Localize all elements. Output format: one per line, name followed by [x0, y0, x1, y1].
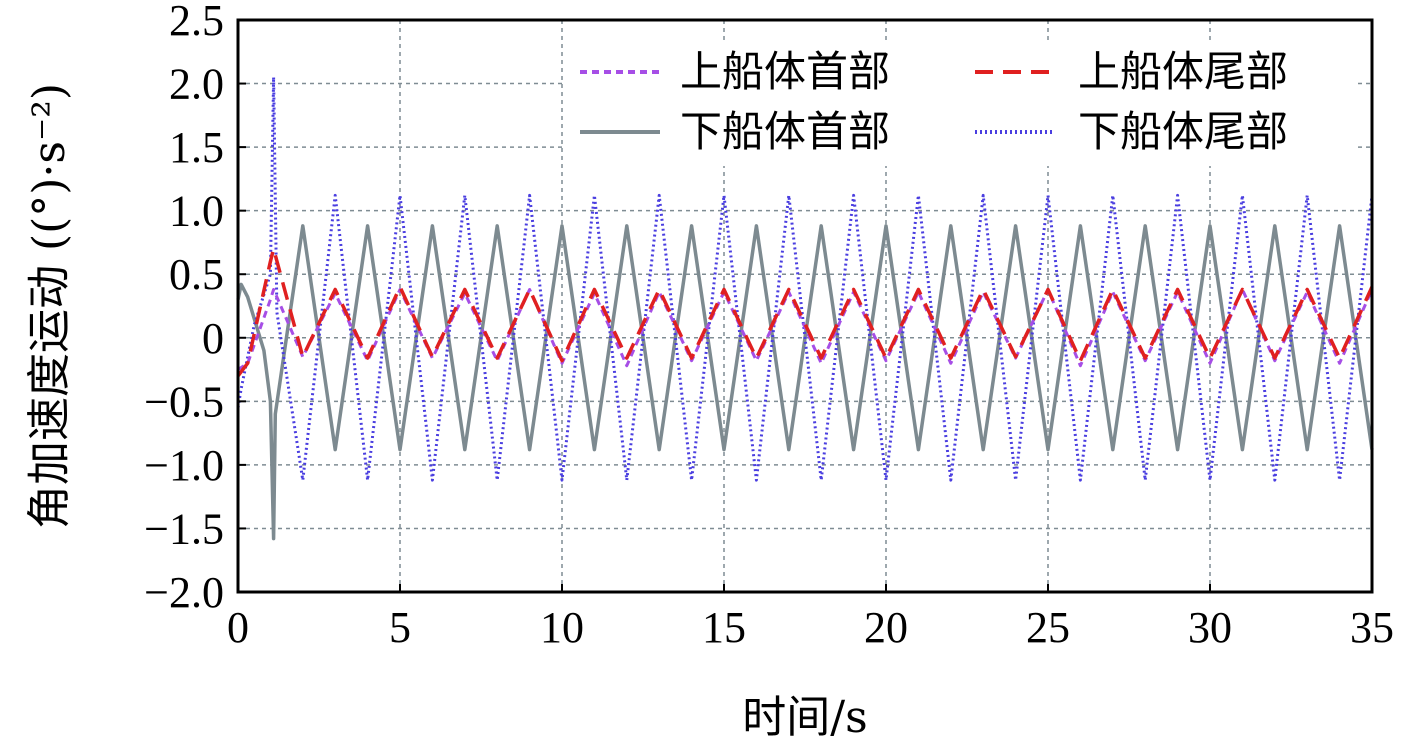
y-tick-label: 1.5 — [169, 123, 224, 172]
y-tick-label: −1.5 — [144, 504, 224, 553]
legend-label-lower-bow: 下船体首部 — [680, 107, 890, 156]
x-tick-label: 35 — [1350, 603, 1394, 652]
y-tick-label: 0.5 — [169, 250, 224, 299]
legend-label-upper-bow: 上船体首部 — [680, 47, 890, 96]
series-lower-bow — [236, 224, 1374, 541]
y-tick-label: 2.0 — [169, 60, 224, 109]
legend-label-upper-stern: 上船体尾部 — [1078, 47, 1288, 96]
x-tick-label: 0 — [227, 603, 249, 652]
plot-frame — [236, 18, 1374, 594]
legend-label-lower-stern: 下船体尾部 — [1078, 107, 1288, 156]
x-tick-label: 5 — [389, 603, 411, 652]
y-tick-label: −2.0 — [144, 568, 224, 617]
y-axis-title: 角加速度运动 ((°)·s⁻²) — [24, 83, 75, 529]
legend-background — [565, 40, 1355, 166]
x-tick-label: 10 — [540, 603, 584, 652]
series-upper-bow — [237, 288, 1374, 371]
x-axis-title: 时间/s — [742, 692, 867, 740]
tick-labels: 0 5 10 15 20 25 30 35 −2.0 −1.5 −1.0 −0.5 0 0.5 1.0 1.5… — [144, 0, 1394, 652]
y-tick-label: −0.5 — [144, 377, 224, 426]
y-tick-label: 1.0 — [169, 187, 224, 236]
y-tick-label: −1.0 — [144, 441, 224, 490]
series-upper-stern — [236, 247, 1374, 377]
x-tick-label: 20 — [864, 603, 908, 652]
x-tick-label: 25 — [1026, 603, 1070, 652]
x-tick-label: 30 — [1188, 603, 1232, 652]
x-tick-label: 15 — [702, 603, 746, 652]
series-lines — [236, 75, 1374, 541]
y-tick-label: 2.5 — [169, 0, 224, 45]
y-tick-label: 0 — [202, 314, 224, 363]
legend: 上船体首部 上船体尾部 下船体首部 下船体尾部 — [565, 40, 1355, 166]
